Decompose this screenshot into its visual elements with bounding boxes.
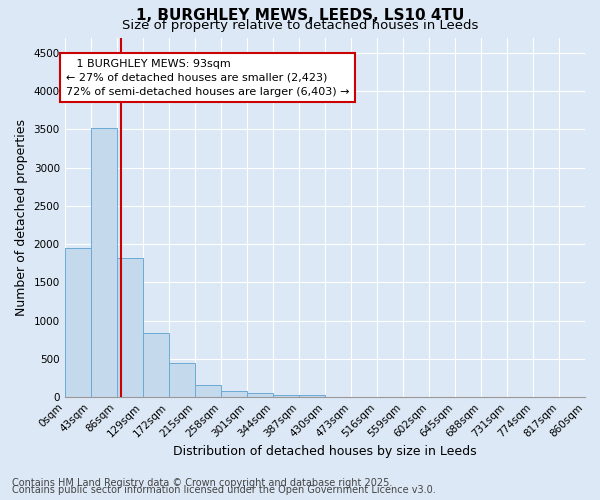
Bar bbox=[91, 128, 117, 397]
Bar bbox=[143, 333, 169, 397]
Bar bbox=[65, 248, 91, 397]
Bar bbox=[221, 391, 247, 397]
X-axis label: Distribution of detached houses by size in Leeds: Distribution of detached houses by size … bbox=[173, 444, 476, 458]
Bar bbox=[195, 384, 221, 397]
Text: Size of property relative to detached houses in Leeds: Size of property relative to detached ho… bbox=[122, 19, 478, 32]
Y-axis label: Number of detached properties: Number of detached properties bbox=[15, 119, 28, 316]
Text: Contains public sector information licensed under the Open Government Licence v3: Contains public sector information licen… bbox=[12, 485, 436, 495]
Bar bbox=[169, 363, 195, 397]
Text: Contains HM Land Registry data © Crown copyright and database right 2025.: Contains HM Land Registry data © Crown c… bbox=[12, 478, 392, 488]
Bar bbox=[299, 395, 325, 397]
Bar bbox=[273, 394, 299, 397]
Bar bbox=[117, 258, 143, 397]
Text: 1 BURGHLEY MEWS: 93sqm
← 27% of detached houses are smaller (2,423)
72% of semi-: 1 BURGHLEY MEWS: 93sqm ← 27% of detached… bbox=[66, 59, 349, 97]
Text: 1, BURGHLEY MEWS, LEEDS, LS10 4TU: 1, BURGHLEY MEWS, LEEDS, LS10 4TU bbox=[136, 8, 464, 22]
Bar bbox=[247, 394, 273, 397]
